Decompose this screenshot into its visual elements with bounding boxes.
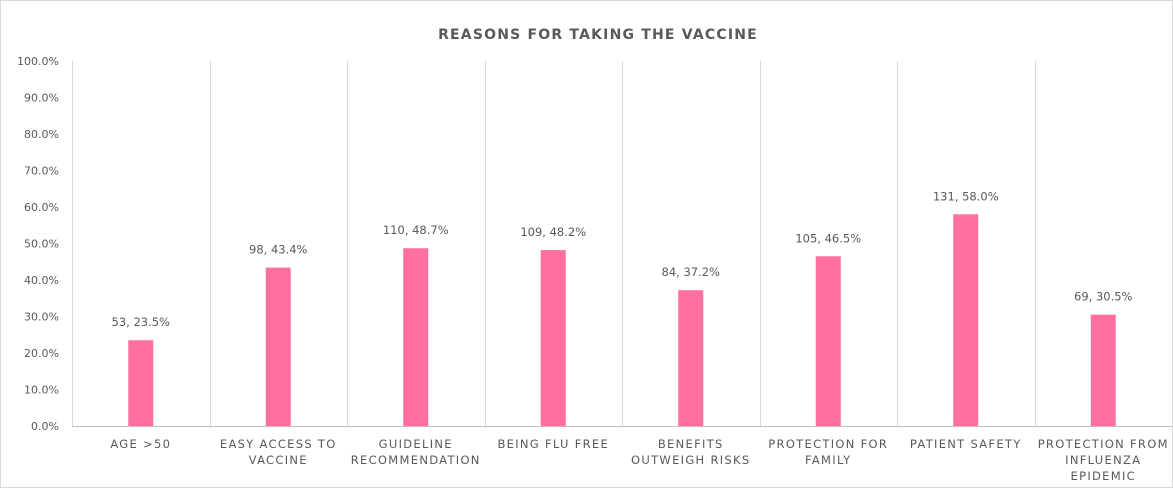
y-tick-label: 60.0% — [24, 201, 59, 214]
bar — [1090, 314, 1116, 426]
x-tick-label: GUIDELINE RECOMMENDATION — [351, 437, 481, 467]
chart-title: REASONS FOR TAKING THE VACCINE — [438, 27, 758, 43]
y-tick-label: 80.0% — [24, 128, 59, 141]
bar — [265, 267, 291, 426]
bars — [128, 214, 1116, 426]
bar — [678, 290, 704, 426]
data-label: 110, 48.7% — [383, 223, 449, 237]
x-tick-label: PROTECTION FOR FAMILY — [768, 437, 888, 467]
data-label: 131, 58.0% — [933, 189, 999, 203]
y-tick-label: 10.0% — [24, 384, 59, 397]
data-label: 53, 23.5% — [112, 315, 171, 329]
x-axis-ticks: AGE >50 EASY ACCESS TO VACCINE GUIDELINE REC… — [110, 437, 1169, 483]
x-tick-label: EASY ACCESS TO VACCINE — [220, 437, 337, 467]
data-label: 105, 46.5% — [795, 231, 861, 245]
data-labels: 53, 23.5% 98, 43.4% 110, 48.7% 109, 48.2% 84… — [112, 189, 1133, 329]
x-tick-label: AGE >50 — [110, 437, 171, 451]
y-tick-label: 30.0% — [24, 311, 59, 324]
bar — [128, 340, 154, 426]
y-tick-label: 70.0% — [24, 165, 59, 178]
y-axis-ticks: 0.0% 10.0% 20.0% 30.0% 40.0% 50.0% 60.0% 70.0% 8… — [17, 55, 59, 433]
y-tick-label: 40.0% — [24, 274, 59, 287]
bar — [815, 256, 841, 426]
data-label: 98, 43.4% — [249, 243, 308, 257]
y-tick-label: 0.0% — [31, 420, 59, 433]
x-tick-label: PROTECTION FROM INFLUENZA EPIDEMIC — [1038, 437, 1169, 483]
y-tick-label: 100.0% — [17, 55, 59, 68]
y-tick-label: 20.0% — [24, 347, 59, 360]
x-tick-label: BENEFITS OUTWEIGH RISKS — [631, 437, 750, 467]
x-tick-label: BEING FLU FREE — [497, 437, 609, 451]
data-label: 84, 37.2% — [662, 265, 721, 279]
bar — [953, 214, 979, 426]
data-label: 69, 30.5% — [1074, 290, 1133, 304]
x-tick-label: PATIENT SAFETY — [910, 437, 1022, 451]
y-tick-label: 90.0% — [24, 92, 59, 105]
bar — [540, 250, 566, 426]
y-tick-label: 50.0% — [24, 238, 59, 251]
grid-lines — [72, 61, 1036, 426]
data-label: 109, 48.2% — [520, 225, 586, 239]
bar — [403, 248, 429, 426]
